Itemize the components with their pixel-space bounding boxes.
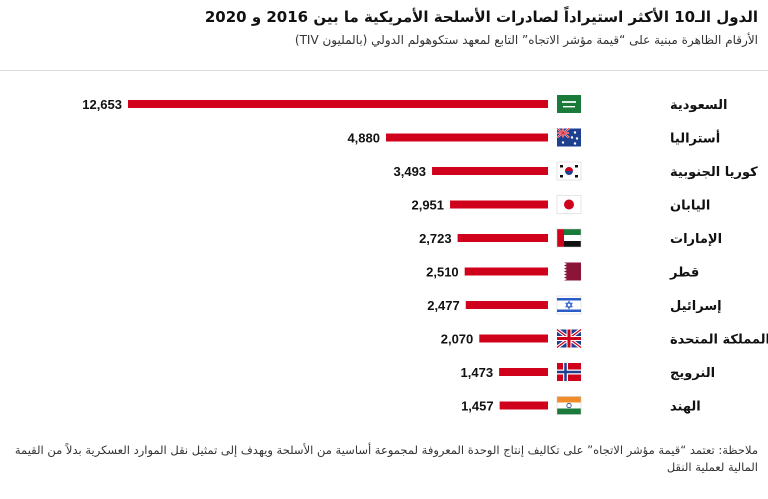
divider: [0, 70, 768, 71]
australia-flag-icon: [556, 127, 581, 147]
value-label: 1,457: [461, 399, 494, 414]
value-label: 4,880: [347, 131, 380, 146]
uae-flag-icon: [556, 228, 582, 248]
bar: [464, 267, 548, 276]
bar: [450, 200, 548, 209]
value-label: 2,723: [419, 231, 452, 246]
bar: [386, 133, 548, 142]
bar: [499, 368, 548, 376]
uk-flag-icon: [555, 328, 583, 349]
category-label: النرويج: [670, 366, 715, 381]
india-flag-icon: [556, 396, 582, 415]
bar: [128, 100, 548, 108]
japan-flag-icon: [556, 195, 582, 214]
south-korea-flag-icon: [556, 161, 582, 181]
norway-flag-icon: [557, 363, 581, 381]
category-label: اليابان: [670, 199, 710, 214]
value-label: 12,653: [82, 97, 122, 112]
category-label: الهند: [670, 400, 701, 415]
bar: [499, 401, 548, 410]
category-label: الإمارات: [670, 232, 722, 247]
category-label: كوريا الجنوبية: [670, 165, 758, 180]
bar: [457, 234, 548, 242]
value-label: 2,510: [426, 265, 459, 280]
category-label: إسرائيل: [670, 299, 722, 314]
bar: [465, 301, 548, 309]
footnote: ملاحظة: تعتمد “قيمة مؤشر الاتجاه” على تك…: [14, 443, 758, 474]
category-label: السعودية: [670, 98, 728, 113]
chart-subtitle: الأرقام الظاهرة مبنية على “قيمة مؤشر الا…: [294, 33, 758, 47]
bar-chart: 12,653 السعودية 4,880 أستراليا 3,493 كوريا ال…: [82, 95, 768, 415]
category-label: أستراليا: [670, 130, 720, 147]
category-label: المملكة المتحدة: [670, 333, 768, 348]
value-label: 1,473: [461, 365, 494, 380]
chart-title: الدول الـ10 الأكثر استيراداً لصادرات الأ…: [204, 8, 758, 26]
bar: [479, 334, 548, 343]
value-label: 3,493: [394, 164, 427, 179]
israel-flag-icon: [556, 295, 582, 315]
qatar-flag-icon: [557, 262, 581, 281]
bar: [432, 167, 548, 175]
value-label: 2,951: [411, 198, 444, 213]
saudi-arabia-flag-icon: [557, 95, 581, 113]
value-label: 2,070: [441, 332, 474, 347]
category-label: قطر: [669, 266, 699, 281]
value-label: 2,477: [427, 298, 460, 313]
